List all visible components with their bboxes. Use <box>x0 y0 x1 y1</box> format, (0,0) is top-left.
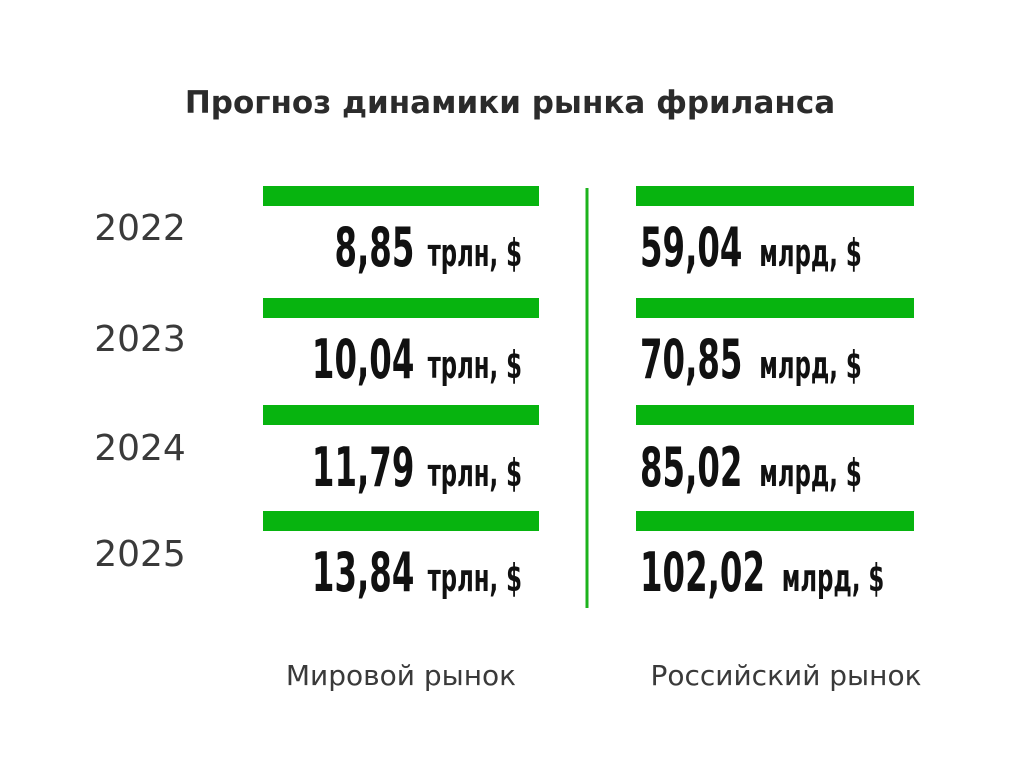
unit: трлн, $ <box>428 557 522 601</box>
accent-bar <box>263 511 539 531</box>
unit: млрд, $ <box>782 557 885 601</box>
value: 13,84 <box>312 542 414 604</box>
year-label: 2024 <box>94 428 186 469</box>
unit: млрд, $ <box>759 452 862 496</box>
value: 11,79 <box>312 437 414 499</box>
value: 10,04 <box>312 329 414 391</box>
world-value: 8,85 трлн, $ <box>334 217 522 279</box>
world-value: 11,79 трлн, $ <box>312 437 522 499</box>
accent-bar <box>263 405 539 425</box>
world-value: 10,04 трлн, $ <box>312 329 522 391</box>
value: 70,85 <box>640 329 742 391</box>
accent-bar <box>636 298 914 318</box>
russia-value: 102,02 млрд, $ <box>640 542 884 604</box>
world-value: 13,84 трлн, $ <box>312 542 522 604</box>
year-label: 2022 <box>94 208 186 249</box>
value: 59,04 <box>640 217 742 279</box>
accent-bar <box>636 405 914 425</box>
russia-value: 70,85 млрд, $ <box>640 329 862 391</box>
accent-bar <box>636 511 914 531</box>
unit: трлн, $ <box>428 344 522 388</box>
title: Прогноз динамики рынка фриланса <box>185 85 835 121</box>
accent-bar <box>263 298 539 318</box>
russia-value: 85,02 млрд, $ <box>640 437 862 499</box>
unit: млрд, $ <box>759 232 862 276</box>
year-label: 2023 <box>94 319 186 360</box>
unit: трлн, $ <box>428 452 522 496</box>
unit: трлн, $ <box>428 232 522 276</box>
russia-value: 59,04 млрд, $ <box>640 217 862 279</box>
value: 102,02 <box>640 542 765 604</box>
value: 8,85 <box>334 217 414 279</box>
accent-bar <box>263 186 539 206</box>
unit: млрд, $ <box>759 344 862 388</box>
year-label: 2025 <box>94 534 186 575</box>
accent-bar <box>636 186 914 206</box>
column-label: Мировой рынок <box>286 659 516 692</box>
value: 85,02 <box>640 437 742 499</box>
column-label: Российский рынок <box>650 659 921 692</box>
